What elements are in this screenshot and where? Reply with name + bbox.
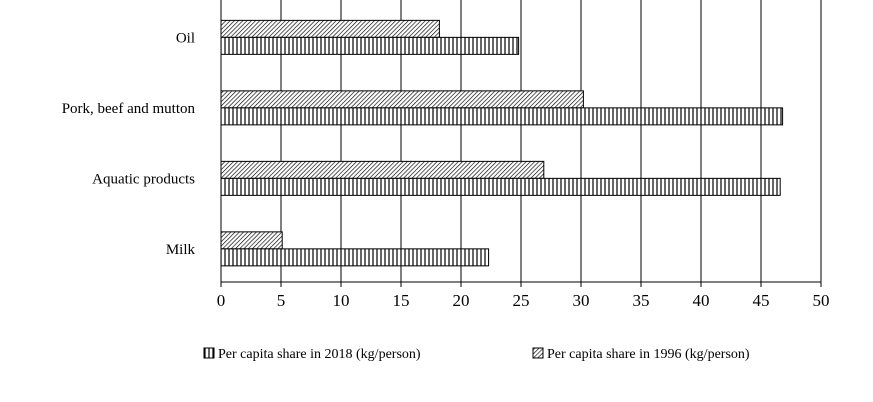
category-label: Aquatic products: [92, 171, 195, 187]
x-tick-label: 30: [573, 291, 590, 310]
legend-swatch: [203, 347, 215, 359]
x-tick-label: 20: [453, 291, 470, 310]
x-tick-label: 40: [693, 291, 710, 310]
legend-swatch: [532, 347, 544, 359]
legend: Per capita share in 2018 (kg/person) Per …: [203, 347, 750, 362]
x-tick-label: 45: [753, 291, 770, 310]
x-tick-label: 5: [277, 291, 286, 310]
x-tick-label: 10: [333, 291, 350, 310]
axes: [220, 0, 822, 287]
x-tick-label: 35: [633, 291, 650, 310]
bar-2018: [220, 248, 490, 267]
x-tick-label: 50: [813, 291, 830, 310]
legend-label: Per capita share in 2018 (kg/person): [218, 347, 421, 362]
bar-1996: [220, 19, 440, 38]
category-label: Oil: [176, 30, 195, 46]
bar-2018: [220, 107, 784, 126]
bars: [220, 19, 784, 267]
legend-label: Per capita share in 1996 (kg/person): [547, 347, 750, 362]
bar-2018: [220, 36, 520, 55]
x-tick-label: 15: [393, 291, 410, 310]
x-tick-label: 0: [217, 291, 226, 310]
bar-1996: [220, 160, 545, 179]
bar-2018: [220, 177, 781, 196]
x-tick-label: 25: [513, 291, 530, 310]
category-label: Pork, beef and mutton: [62, 101, 196, 117]
category-label: Milk: [166, 242, 196, 258]
bar-1996: [220, 90, 584, 109]
bar-1996: [220, 231, 283, 250]
labels: 0 5 10 15 20 25 30 35 40 45 50 Oil Pork, beef and mu…: [62, 30, 830, 310]
